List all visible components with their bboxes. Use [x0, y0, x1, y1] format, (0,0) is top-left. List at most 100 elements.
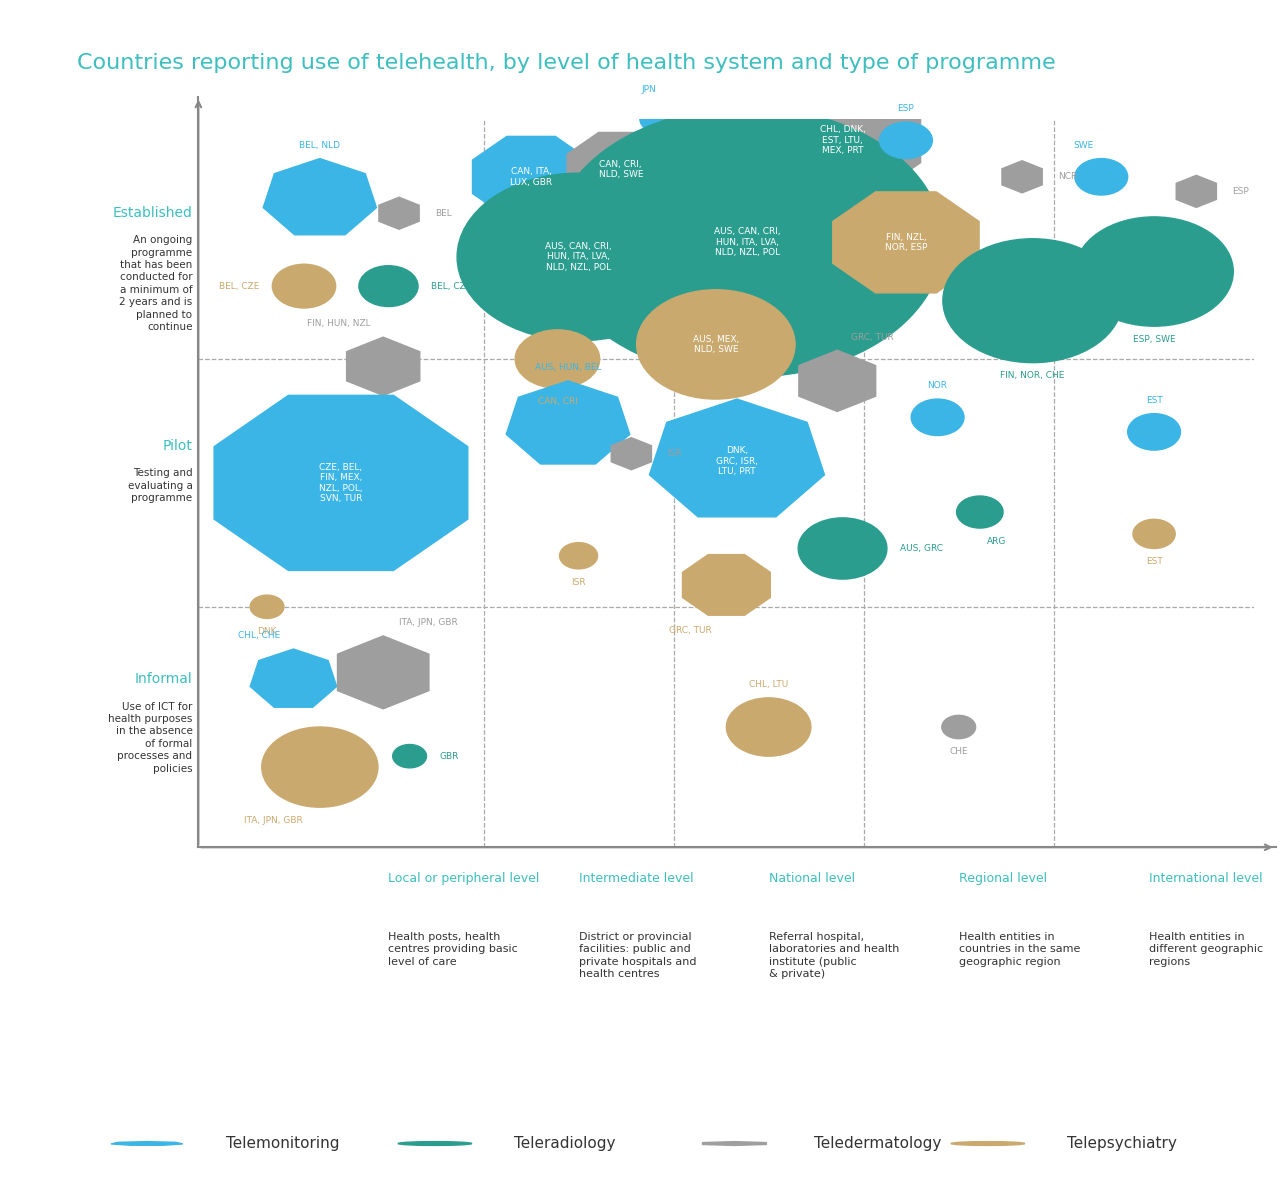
Text: An ongoing
programme
that has been
conducted for
a minimum of
2 years and is
pla: An ongoing programme that has been condu… — [119, 235, 192, 332]
Text: Testing and
evaluating a
programme: Testing and evaluating a programme — [128, 468, 192, 504]
Text: CAN, CRI,
NLD, SWE: CAN, CRI, NLD, SWE — [599, 160, 643, 179]
Text: Health entities in
different geographic
regions: Health entities in different geographic … — [1149, 933, 1263, 967]
Text: Teledermatology: Teledermatology — [814, 1136, 941, 1151]
Circle shape — [457, 173, 700, 341]
Circle shape — [1075, 159, 1128, 196]
Circle shape — [942, 716, 975, 738]
Text: Telepsychiatry: Telepsychiatry — [1068, 1136, 1178, 1151]
Circle shape — [398, 1141, 472, 1146]
Text: DNK,
GRC, ISR,
LTU, PRT: DNK, GRC, ISR, LTU, PRT — [716, 446, 758, 476]
Text: CHL, DNK,
EST, LTU,
MEX, PRT: CHL, DNK, EST, LTU, MEX, PRT — [819, 126, 865, 155]
Text: JPN: JPN — [641, 84, 657, 94]
Circle shape — [727, 698, 812, 756]
Circle shape — [552, 108, 943, 377]
Text: CHL, LTU: CHL, LTU — [749, 680, 788, 690]
Circle shape — [559, 543, 598, 569]
Polygon shape — [764, 87, 920, 194]
Text: GRC, TUR: GRC, TUR — [669, 627, 712, 635]
Text: AUS, CAN, CRI,
HUN, ITA, LVA,
NLD, NZL, POL: AUS, CAN, CRI, HUN, ITA, LVA, NLD, NZL, … — [714, 228, 781, 257]
Polygon shape — [703, 1141, 767, 1146]
Text: Use of ICT for
health purposes
in the absence
of formal
processes and
policies: Use of ICT for health purposes in the ab… — [108, 702, 192, 774]
Circle shape — [956, 497, 1004, 529]
Polygon shape — [264, 159, 376, 235]
Polygon shape — [1176, 175, 1216, 207]
Text: NOR: NOR — [928, 382, 947, 390]
Circle shape — [943, 238, 1123, 363]
Text: ITA, JPN, GBR: ITA, JPN, GBR — [399, 619, 458, 627]
Text: NCR: NCR — [1059, 172, 1078, 181]
Circle shape — [273, 264, 335, 308]
Text: Health posts, health
centres providing basic
level of care: Health posts, health centres providing b… — [389, 933, 518, 967]
Text: ESP: ESP — [897, 104, 914, 114]
Text: Intermediate level: Intermediate level — [579, 872, 694, 885]
Text: GRC, TUR: GRC, TUR — [851, 333, 893, 341]
Text: BEL, CZE: BEL, CZE — [219, 282, 260, 290]
Text: EST: EST — [1146, 557, 1162, 566]
Text: International level: International level — [1149, 872, 1262, 885]
Text: Health entities in
countries in the same
geographic region: Health entities in countries in the same… — [959, 933, 1080, 967]
Text: District or provincial
facilities: public and
private hospitals and
health centr: District or provincial facilities: publi… — [579, 933, 696, 979]
Circle shape — [250, 595, 284, 619]
Text: Teleradiology: Teleradiology — [515, 1136, 616, 1151]
Text: Established: Established — [113, 206, 192, 220]
Text: AUS, HUN, BEL: AUS, HUN, BEL — [535, 363, 602, 372]
Polygon shape — [567, 133, 675, 206]
Circle shape — [640, 102, 686, 135]
Circle shape — [636, 290, 795, 399]
Circle shape — [1133, 519, 1175, 549]
Text: ESP, SWE: ESP, SWE — [1133, 335, 1175, 344]
Text: AUS, MEX,
NLD, SWE: AUS, MEX, NLD, SWE — [692, 334, 739, 354]
Text: CHE: CHE — [950, 748, 968, 756]
Text: SWE: SWE — [1073, 141, 1093, 149]
Text: CAN, CRI: CAN, CRI — [538, 397, 577, 406]
Polygon shape — [250, 649, 337, 707]
Polygon shape — [799, 351, 876, 411]
Text: National level: National level — [768, 872, 855, 885]
Circle shape — [393, 744, 426, 768]
Text: FIN, NOR, CHE: FIN, NOR, CHE — [1001, 371, 1065, 380]
Circle shape — [1075, 217, 1234, 326]
Text: AUS, GRC: AUS, GRC — [900, 544, 942, 553]
Polygon shape — [111, 1141, 183, 1145]
Text: ISR: ISR — [667, 449, 682, 459]
Text: GBR: GBR — [439, 751, 458, 761]
Polygon shape — [472, 136, 590, 217]
Text: EST: EST — [1146, 396, 1162, 405]
Text: Informal: Informal — [134, 672, 192, 686]
Polygon shape — [338, 636, 429, 709]
Text: Referral hospital,
laboratories and health
institute (public
& private): Referral hospital, laboratories and heal… — [768, 933, 899, 979]
Text: ITA, JPN, GBR: ITA, JPN, GBR — [243, 816, 302, 825]
Polygon shape — [347, 337, 420, 396]
Text: AUS, CAN, CRI,
HUN, ITA, LVA,
NLD, NZL, POL: AUS, CAN, CRI, HUN, ITA, LVA, NLD, NZL, … — [545, 242, 612, 271]
Text: BEL: BEL — [435, 209, 452, 218]
Polygon shape — [612, 437, 652, 469]
Text: Countries reporting use of telehealth, by level of health system and type of pro: Countries reporting use of telehealth, b… — [77, 53, 1056, 73]
Circle shape — [951, 1141, 1025, 1146]
Circle shape — [879, 122, 932, 159]
Text: ARG: ARG — [987, 537, 1006, 546]
Text: ISR: ISR — [571, 577, 586, 587]
Polygon shape — [833, 192, 979, 293]
Text: FIN, NZL,
NOR, ESP: FIN, NZL, NOR, ESP — [884, 232, 927, 252]
Text: Local or peripheral level: Local or peripheral level — [389, 872, 540, 885]
Polygon shape — [682, 555, 771, 615]
Text: BEL, CZE: BEL, CZE — [430, 282, 471, 290]
Polygon shape — [1002, 161, 1042, 193]
Circle shape — [515, 329, 599, 389]
Circle shape — [911, 399, 964, 436]
Text: Pilot: Pilot — [163, 440, 192, 453]
Text: FIN, HUN, NZL: FIN, HUN, NZL — [307, 320, 370, 328]
Polygon shape — [379, 197, 419, 229]
Polygon shape — [214, 396, 467, 570]
Circle shape — [1128, 414, 1180, 450]
Circle shape — [262, 728, 378, 807]
Text: BEL, NLD: BEL, NLD — [300, 141, 340, 149]
Text: CZE, BEL,
FIN, MEX,
NZL, POL,
SVN, TUR: CZE, BEL, FIN, MEX, NZL, POL, SVN, TUR — [319, 463, 362, 502]
Text: CHL, CHE: CHL, CHE — [238, 632, 280, 640]
Polygon shape — [506, 380, 630, 465]
Text: Telemonitoring: Telemonitoring — [227, 1136, 340, 1151]
Text: CAN, ITA,
LUX, GBR: CAN, ITA, LUX, GBR — [509, 167, 552, 186]
Circle shape — [799, 518, 887, 579]
Text: DNK: DNK — [257, 627, 276, 636]
Polygon shape — [649, 399, 824, 517]
